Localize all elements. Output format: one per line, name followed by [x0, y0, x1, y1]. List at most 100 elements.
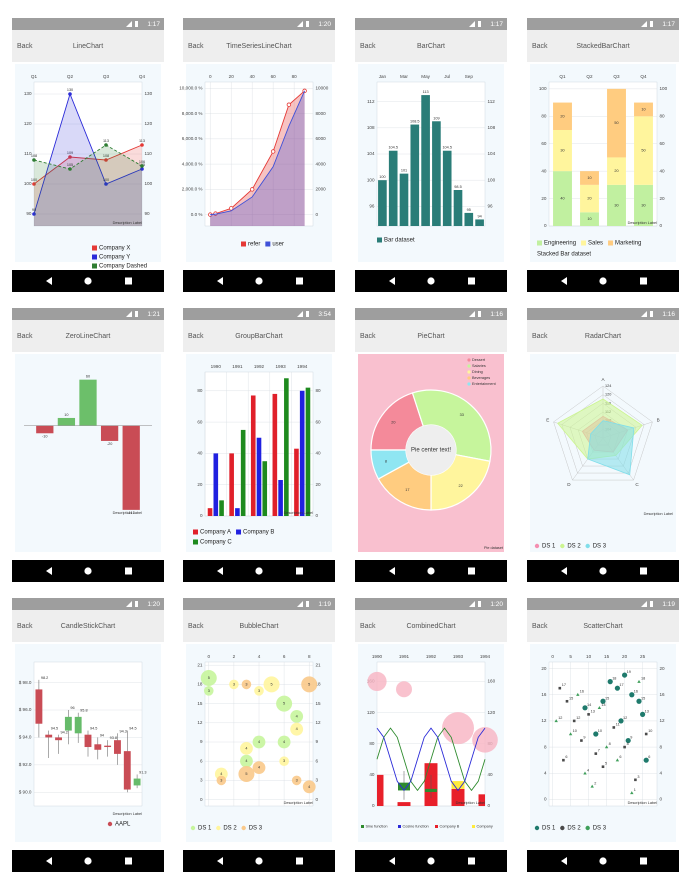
nav-recents[interactable] — [296, 277, 303, 285]
back-button[interactable]: Back — [17, 623, 33, 630]
data-label: 94.2 — [61, 731, 68, 735]
legend-label: Company Dashed — [99, 264, 147, 270]
y2-tick-label: 9 — [316, 739, 319, 744]
nav-back[interactable] — [389, 567, 395, 575]
x-tick-label: Jul — [444, 74, 450, 79]
data-label: 100 — [103, 178, 109, 182]
nav-recents[interactable] — [640, 277, 647, 285]
bar — [410, 124, 420, 226]
legend-marker — [435, 825, 438, 828]
nav-home[interactable] — [427, 857, 435, 865]
nav-back[interactable] — [46, 857, 52, 865]
back-button[interactable]: Back — [188, 623, 204, 630]
y2-tick-label: 6000 — [316, 136, 327, 141]
back-button[interactable]: Back — [17, 333, 33, 340]
scatter-point — [623, 745, 626, 749]
back-button[interactable]: Back — [532, 333, 548, 340]
nav-recents[interactable] — [296, 567, 303, 575]
x-tick-label: 4 — [258, 654, 261, 659]
data-label: 8 — [627, 742, 629, 746]
back-button[interactable]: Back — [532, 43, 548, 50]
bar — [272, 393, 278, 516]
bar-segment — [634, 116, 653, 185]
nav-recents[interactable] — [468, 567, 475, 575]
description: Description Label — [113, 511, 142, 515]
y2-tick-label: 96 — [488, 204, 494, 209]
data-label: 12 — [558, 716, 562, 720]
legend-marker — [236, 529, 242, 535]
back-button[interactable]: Back — [532, 623, 548, 630]
nav-home[interactable] — [427, 567, 435, 575]
nav-back[interactable] — [561, 277, 567, 285]
scatter-point — [640, 711, 646, 717]
data-point — [140, 143, 144, 147]
nav-recents[interactable] — [640, 567, 647, 575]
nav-recents[interactable] — [296, 857, 303, 865]
back-button[interactable]: Back — [17, 43, 33, 50]
back-button[interactable]: Back — [188, 43, 204, 50]
nav-back[interactable] — [217, 567, 223, 575]
legend-label: DS 2 — [567, 826, 581, 832]
legend-marker — [361, 825, 364, 828]
back-button[interactable]: Back — [360, 333, 376, 340]
back-button[interactable]: Back — [360, 623, 376, 630]
nav-recents[interactable] — [468, 277, 475, 285]
nav-home[interactable] — [427, 277, 435, 285]
nav-back[interactable] — [217, 277, 223, 285]
description: Description Label — [284, 801, 313, 805]
bar — [229, 453, 234, 516]
bar — [432, 121, 441, 226]
nav-back[interactable] — [561, 857, 567, 865]
nav-recents[interactable] — [125, 857, 132, 865]
y2-tick-label: 0 — [660, 797, 663, 802]
series-line — [33, 144, 143, 185]
nav-home[interactable] — [84, 567, 92, 575]
nav-back[interactable] — [46, 567, 52, 575]
nav-back[interactable] — [389, 277, 395, 285]
nav-recents[interactable] — [640, 857, 647, 865]
status-bar — [527, 18, 679, 30]
x-tick-label: 0 — [551, 654, 554, 659]
y-tick-label: 0 — [200, 797, 203, 802]
x-tick-label: 80 — [292, 74, 298, 79]
nav-home[interactable] — [255, 277, 263, 285]
y2-tick-label: 100 — [145, 181, 153, 186]
y-tick-label: 108 — [367, 125, 375, 130]
nav-home[interactable] — [599, 567, 607, 575]
data-point — [104, 182, 108, 186]
y-tick-label: 20 — [541, 666, 547, 671]
legend-label: DS 3 — [249, 826, 263, 832]
status-icon — [478, 311, 481, 317]
status-time: 1:19 — [318, 601, 331, 608]
nav-back[interactable] — [46, 277, 52, 285]
dataset-label: Stacked Bar dataset — [537, 252, 591, 258]
data-label: 3 — [245, 682, 247, 686]
x-tick-label: Q3 — [103, 74, 110, 79]
nav-home[interactable] — [84, 277, 92, 285]
nav-home[interactable] — [255, 567, 263, 575]
nav-recents[interactable] — [468, 857, 475, 865]
nav-home[interactable] — [599, 277, 607, 285]
series-line — [33, 144, 143, 170]
legend-marker — [190, 825, 196, 831]
bar — [475, 219, 484, 226]
y-tick-label: 21 — [197, 662, 203, 667]
back-button[interactable]: Back — [360, 43, 376, 50]
data-label: 10 — [573, 729, 577, 733]
nav-home[interactable] — [84, 857, 92, 865]
nav-recents[interactable] — [125, 277, 132, 285]
nav-home[interactable] — [255, 857, 263, 865]
nav-back[interactable] — [389, 857, 395, 865]
description: Description Label — [113, 812, 142, 816]
scatter-point — [568, 732, 573, 736]
status-time: 3:54 — [318, 311, 331, 318]
legend-label: DS 2 — [567, 544, 581, 550]
back-button[interactable]: Back — [188, 333, 204, 340]
scatter-point — [558, 686, 562, 690]
legend-label: Engineering — [544, 241, 576, 247]
nav-back[interactable] — [217, 857, 223, 865]
status-icon — [650, 601, 653, 607]
nav-back[interactable] — [561, 567, 567, 575]
nav-recents[interactable] — [125, 567, 132, 575]
nav-home[interactable] — [599, 857, 607, 865]
